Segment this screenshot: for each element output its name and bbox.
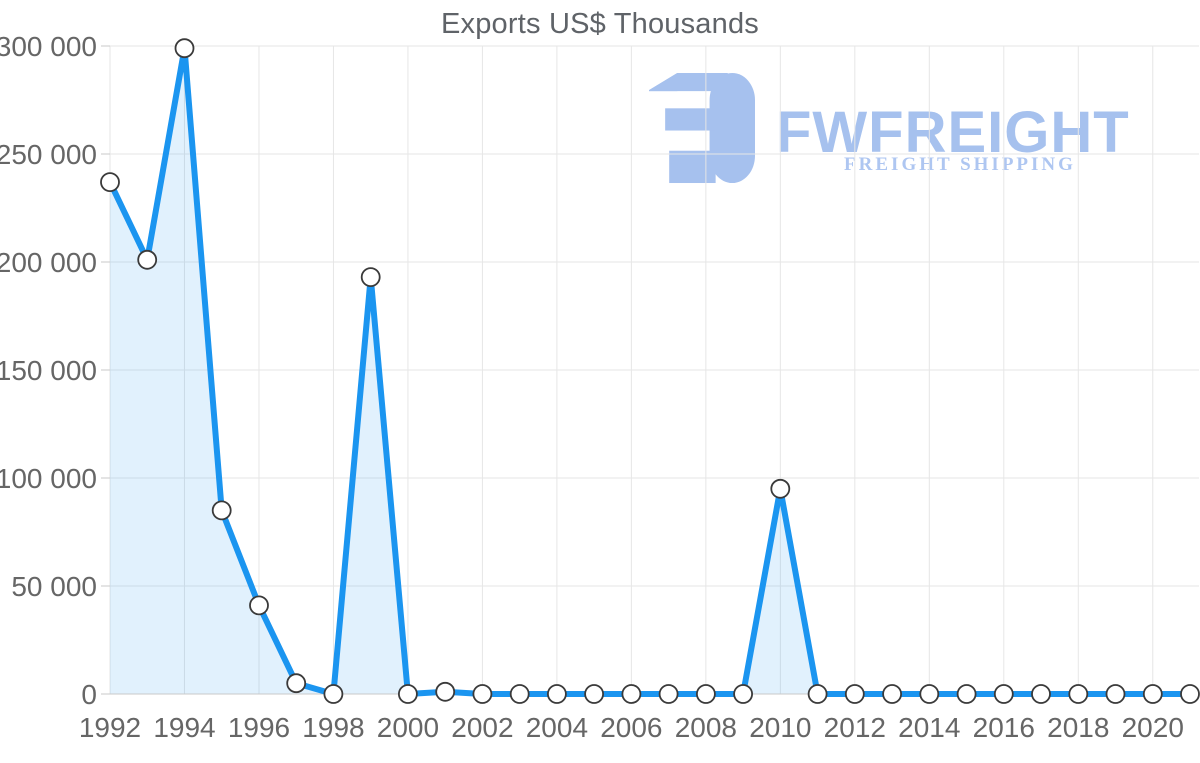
data-point-2019[interactable] xyxy=(1105,684,1126,704)
data-point-2017[interactable] xyxy=(1031,684,1051,704)
data-point-2013[interactable] xyxy=(882,684,902,704)
x-axis-label: 2000 xyxy=(377,712,439,743)
x-axis-label: 2008 xyxy=(675,712,737,743)
data-point-2006[interactable] xyxy=(621,684,642,704)
x-axis-label: 1998 xyxy=(302,712,364,743)
x-axis-label: 1992 xyxy=(79,712,141,743)
chart-title: Exports US$ Thousands xyxy=(440,8,759,40)
data-point-1996[interactable] xyxy=(249,595,269,616)
data-point-2015[interactable] xyxy=(956,684,977,704)
x-axis-label: 2012 xyxy=(824,712,886,743)
data-point-2010[interactable] xyxy=(770,478,791,499)
data-point-2016[interactable] xyxy=(993,684,1014,704)
data-point-1993[interactable] xyxy=(137,249,158,270)
data-point-2004[interactable] xyxy=(547,684,567,704)
brand-tagline: FREIGHT SHIPPING xyxy=(844,154,1076,175)
area-fill xyxy=(110,48,1190,694)
y-axis-label: 0 xyxy=(81,679,97,710)
x-axis-label: 2010 xyxy=(749,712,811,743)
data-point-1995[interactable] xyxy=(211,500,232,521)
data-point-1998[interactable] xyxy=(323,684,344,704)
y-axis-label: 250 000 xyxy=(0,139,97,170)
x-axis-label: 2002 xyxy=(451,712,513,743)
x-axis-label: 2004 xyxy=(526,712,588,743)
y-axis-label: 200 000 xyxy=(0,247,97,278)
data-point-1999[interactable] xyxy=(360,267,381,288)
y-axis-label: 150 000 xyxy=(0,355,97,386)
data-point-1994[interactable] xyxy=(174,38,195,59)
data-point-2007[interactable] xyxy=(658,684,679,704)
data-point-2003[interactable] xyxy=(509,684,530,704)
y-axis-label: 300 000 xyxy=(0,31,97,62)
data-point-2012[interactable] xyxy=(844,684,865,704)
data-point-2005[interactable] xyxy=(584,684,604,704)
x-axis-label: 2006 xyxy=(600,712,662,743)
data-point-2014[interactable] xyxy=(919,684,940,704)
x-axis-label: 2018 xyxy=(1047,712,1109,743)
freight-logo-icon xyxy=(649,72,755,184)
data-point-2020[interactable] xyxy=(1142,684,1163,704)
data-point-2021[interactable] xyxy=(1180,684,1200,704)
x-axis-label: 1994 xyxy=(153,712,215,743)
data-point-2001[interactable] xyxy=(435,681,456,702)
y-axis-label: 50 000 xyxy=(11,571,97,602)
x-axis-label: 2016 xyxy=(973,712,1035,743)
data-point-2008[interactable] xyxy=(696,684,716,704)
data-point-1992[interactable] xyxy=(100,172,120,193)
data-point-2018[interactable] xyxy=(1068,684,1089,704)
y-axis-label: 100 000 xyxy=(0,463,97,494)
data-point-2009[interactable] xyxy=(733,684,753,704)
series-line xyxy=(107,45,1193,697)
x-axis-label: 2020 xyxy=(1122,712,1184,743)
data-point-2002[interactable] xyxy=(472,684,493,704)
data-point-1997[interactable] xyxy=(286,673,307,694)
data-point-2000[interactable] xyxy=(397,684,418,704)
x-axis-label: 2014 xyxy=(898,712,960,743)
x-axis-label: 1996 xyxy=(228,712,290,743)
data-point-2011[interactable] xyxy=(807,684,828,704)
